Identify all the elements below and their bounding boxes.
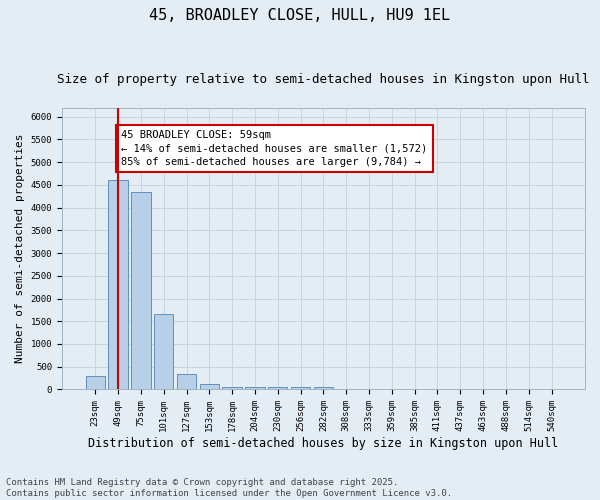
- Bar: [200, 384, 219, 390]
- Bar: [177, 374, 196, 390]
- Bar: [131, 192, 151, 390]
- Bar: [109, 180, 128, 390]
- X-axis label: Distribution of semi-detached houses by size in Kingston upon Hull: Distribution of semi-detached houses by …: [88, 437, 559, 450]
- Bar: [86, 376, 105, 390]
- Text: 45, BROADLEY CLOSE, HULL, HU9 1EL: 45, BROADLEY CLOSE, HULL, HU9 1EL: [149, 8, 451, 22]
- Bar: [291, 387, 310, 390]
- Text: Contains HM Land Registry data © Crown copyright and database right 2025.
Contai: Contains HM Land Registry data © Crown c…: [6, 478, 452, 498]
- Bar: [245, 387, 265, 390]
- Bar: [268, 387, 287, 390]
- Y-axis label: Number of semi-detached properties: Number of semi-detached properties: [15, 134, 25, 363]
- Bar: [314, 387, 333, 390]
- Text: 45 BROADLEY CLOSE: 59sqm
← 14% of semi-detached houses are smaller (1,572)
85% o: 45 BROADLEY CLOSE: 59sqm ← 14% of semi-d…: [121, 130, 428, 166]
- Bar: [223, 386, 242, 390]
- Bar: [154, 314, 173, 390]
- Title: Size of property relative to semi-detached houses in Kingston upon Hull: Size of property relative to semi-detach…: [57, 72, 590, 86]
